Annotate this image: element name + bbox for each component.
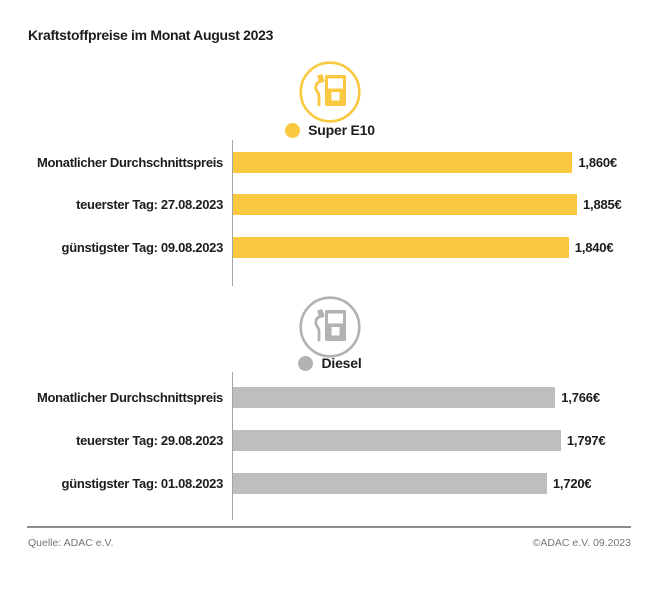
bar-row: teuerster Tag: 27.08.2023 1,885€ (0, 194, 668, 215)
bar-row: Monatlicher Durchschnittspreis 1,766€ (0, 387, 668, 408)
legend-super-e10: Super E10 (0, 121, 660, 139)
bar-row: Monatlicher Durchschnittspreis 1,860€ (0, 152, 668, 173)
bar-diesel-avg (233, 387, 556, 408)
bar-row: günstigster Tag: 09.08.2023 1,840€ (0, 237, 668, 258)
legend-dot (298, 355, 314, 371)
fuel-pump-icon (0, 296, 660, 358)
bar-value: 1,860€ (578, 155, 617, 170)
chart-title: Kraftstoffpreise im Monat August 2023 (28, 27, 274, 43)
bar-value: 1,840€ (574, 240, 614, 255)
bar-diesel-min (233, 473, 547, 494)
bar-super-e10-min (233, 237, 569, 258)
bar-label: Monatlicher Durchschnittspreis (36, 390, 223, 405)
legend-label: Diesel (321, 355, 362, 371)
bar-label: günstigster Tag: 09.08.2023 (61, 240, 224, 255)
legend-dot (285, 122, 301, 138)
fuel-pump-icon (0, 61, 660, 123)
bar-value: 1,885€ (583, 197, 622, 212)
legend-diesel: Diesel (0, 354, 660, 372)
bar-row: günstigster Tag: 01.08.2023 1,720€ (0, 473, 668, 494)
bar-label: Monatlicher Durchschnittspreis (36, 155, 223, 170)
bar-diesel-max (233, 430, 561, 451)
bar-label: günstigster Tag: 01.08.2023 (61, 476, 224, 491)
copyright-text: ©ADAC e.V. 09.2023 (532, 537, 631, 549)
bar-value: 1,766€ (561, 390, 600, 405)
legend-label: Super E10 (308, 122, 375, 138)
source-text: Quelle: ADAC e.V. (28, 537, 114, 549)
bar-label: teuerster Tag: 27.08.2023 (76, 197, 223, 212)
axis-line (232, 372, 233, 520)
bar-value: 1,720€ (552, 476, 592, 491)
bar-value: 1,797€ (566, 433, 606, 448)
bar-super-e10-max (233, 194, 577, 215)
footer-divider (27, 526, 631, 528)
bar-row: teuerster Tag: 29.08.2023 1,797€ (0, 430, 668, 451)
bar-label: teuerster Tag: 29.08.2023 (76, 433, 223, 448)
axis-line (232, 140, 233, 286)
bar-super-e10-avg (233, 152, 573, 173)
